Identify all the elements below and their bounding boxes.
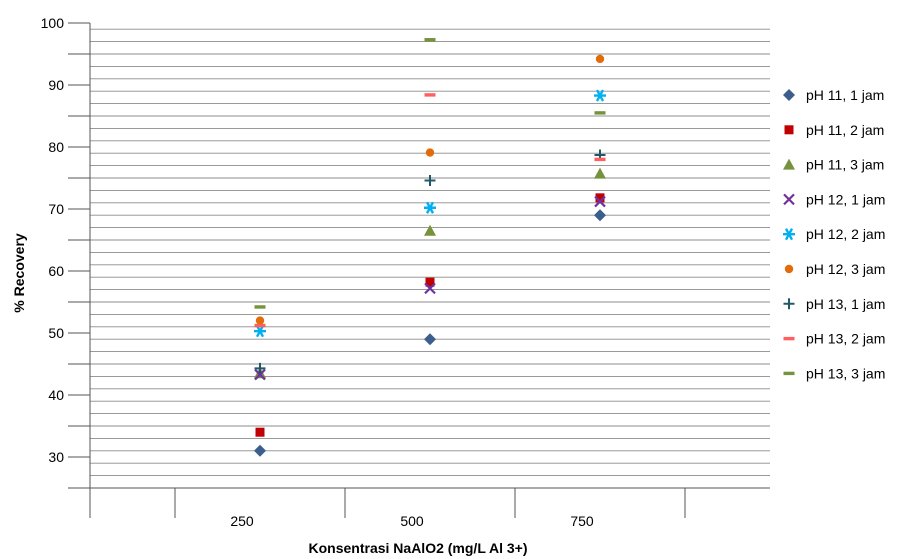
data-point: [424, 174, 436, 186]
data-point: [594, 167, 606, 179]
legend-marker: [783, 336, 795, 341]
axes: [68, 22, 770, 518]
legend-marker: [783, 89, 795, 101]
legend-item: pH 11, 1 jam: [783, 87, 884, 103]
y-axis-title: % Recovery: [11, 233, 27, 313]
data-point: [424, 333, 436, 346]
legend-marker: [783, 193, 795, 206]
data-point: [254, 444, 266, 457]
data-point: [425, 277, 435, 287]
data-point: [424, 93, 436, 97]
data-point: [594, 195, 606, 208]
legend-label: pH 12, 3 jam: [806, 261, 885, 277]
data-point: [594, 89, 606, 102]
data-point: [425, 148, 435, 157]
legend-item: pH 11, 2 jam: [784, 122, 884, 138]
x-axis-title: Konsentrasi NaAlO2 (mg/L Al 3+): [309, 540, 528, 556]
legend-label: pH 11, 3 jam: [806, 157, 884, 173]
legend-label: pH 13, 3 jam: [806, 365, 885, 381]
data-point: [595, 193, 605, 203]
data-point: [424, 282, 436, 295]
legend-item: pH 12, 2 jam: [783, 226, 885, 242]
data-point: [254, 323, 266, 328]
legend-label: pH 13, 1 jam: [806, 296, 885, 312]
legend-marker: [783, 158, 795, 170]
y-tick-label: 60: [48, 263, 64, 279]
legend-item: pH 13, 2 jam: [783, 331, 885, 347]
legend-item: pH 12, 1 jam: [783, 191, 885, 207]
grid: [90, 28, 770, 489]
y-tick-label: 50: [48, 325, 64, 341]
legend-marker: [784, 125, 794, 135]
data-point: [594, 111, 606, 115]
legend-label: pH 11, 2 jam: [806, 122, 884, 138]
y-tick-label: 30: [48, 449, 64, 465]
data-point: [424, 224, 436, 236]
legend-marker: [783, 298, 795, 310]
data-point: [594, 209, 606, 222]
data-points: [254, 38, 606, 457]
legend-marker: [783, 228, 795, 241]
x-tick-label: 250: [230, 513, 254, 529]
tick-labels: 30 40 50 60 70 80 90 100 250 500 750: [41, 15, 594, 529]
legend-label: pH 13, 2 jam: [806, 331, 885, 347]
data-point: [595, 54, 605, 64]
data-point: [255, 427, 265, 437]
legend-label: pH 11, 1 jam: [806, 87, 884, 103]
y-tick-label: 90: [48, 77, 64, 93]
y-tick-label: 40: [48, 387, 64, 403]
x-tick-label: 500: [400, 513, 424, 529]
legend-item: pH 13, 1 jam: [783, 296, 885, 312]
legend-item: pH 11, 3 jam: [783, 157, 884, 173]
legend-label: pH 12, 1 jam: [806, 191, 885, 207]
y-tick-label: 100: [41, 15, 65, 31]
y-tick-label: 70: [48, 201, 64, 217]
data-point: [254, 362, 266, 374]
x-tick-label: 750: [570, 513, 594, 529]
data-point: [424, 38, 436, 42]
legend: pH 11, 1 jam pH 11, 2 jam pH 11, 3 jam pH 1…: [783, 87, 885, 381]
data-point: [424, 201, 436, 214]
data-point: [254, 325, 266, 338]
data-point: [254, 305, 266, 309]
data-point: [254, 368, 266, 381]
legend-item: pH 13, 3 jam: [783, 365, 885, 381]
data-point: [255, 316, 265, 325]
legend-marker: [784, 264, 794, 274]
y-tick-label: 80: [48, 139, 64, 155]
data-point: [594, 157, 606, 162]
legend-item: pH 12, 3 jam: [784, 261, 885, 277]
legend-label: pH 12, 2 jam: [806, 226, 885, 242]
legend-marker: [783, 371, 795, 376]
